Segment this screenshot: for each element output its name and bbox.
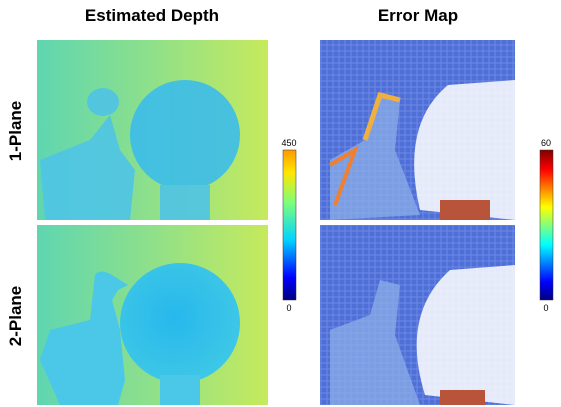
column-title: Estimated Depth bbox=[85, 6, 219, 25]
error-image bbox=[320, 40, 515, 220]
depth-image bbox=[37, 40, 268, 220]
colorbar-max: 450 bbox=[281, 138, 296, 148]
colorbar bbox=[540, 150, 553, 300]
error-image bbox=[320, 225, 515, 405]
colorbar-max: 60 bbox=[541, 138, 551, 148]
row-title: 1-Plane bbox=[6, 101, 25, 161]
figure: Estimated Depth Error Map 1-Plane 2-Plan… bbox=[0, 0, 561, 407]
colorbar-min: 0 bbox=[543, 303, 548, 313]
colorbar-min: 0 bbox=[286, 303, 291, 313]
colorbar bbox=[283, 150, 296, 300]
column-title: Error Map bbox=[378, 6, 458, 25]
depth-image bbox=[37, 225, 268, 405]
row-title: 2-Plane bbox=[6, 286, 25, 346]
